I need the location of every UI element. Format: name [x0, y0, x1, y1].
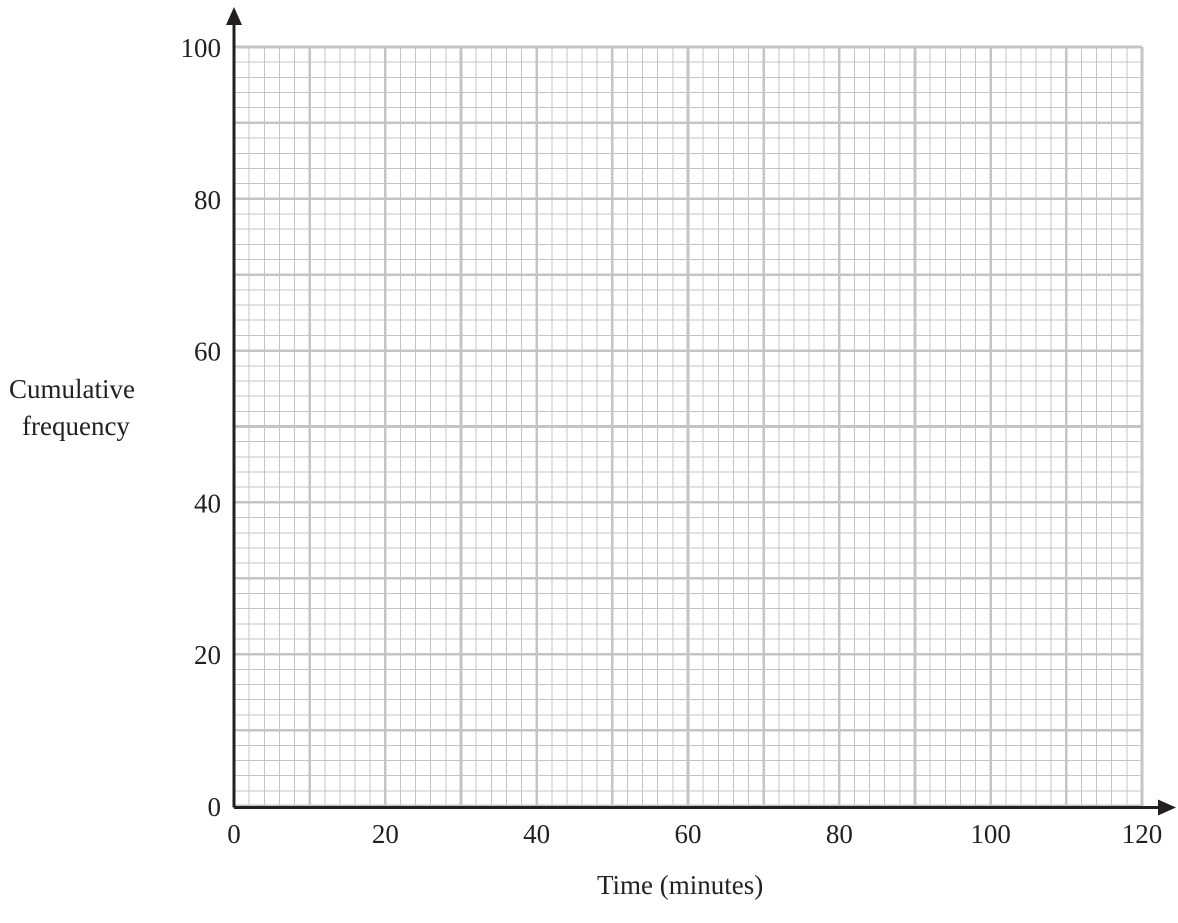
y-axis-arrowhead [226, 7, 242, 25]
y-tick-label: 60 [194, 337, 221, 367]
x-tick-label: 100 [970, 819, 1011, 849]
x-axis-arrowhead [1158, 799, 1176, 816]
x-tick-label: 0 [227, 819, 241, 849]
x-tick-label: 60 [675, 819, 702, 849]
x-tick-label: 80 [826, 819, 853, 849]
y-tick-label: 80 [194, 185, 221, 215]
y-tick-label: 40 [194, 488, 221, 518]
y-tick-label: 100 [181, 33, 222, 63]
x-tick-label: 120 [1122, 819, 1163, 849]
major-gridlines [232, 45, 1144, 808]
axes [226, 7, 1176, 816]
x-tick-labels: 0 20 40 60 80 100 120 [227, 819, 1162, 849]
y-tick-label: 0 [208, 792, 222, 822]
x-tick-label: 40 [523, 819, 550, 849]
y-tick-label: 20 [194, 640, 221, 670]
y-axis-label-line-1: Cumulative [9, 374, 135, 404]
x-axis-label: Time (minutes) [597, 870, 764, 900]
x-tick-label: 20 [372, 819, 399, 849]
y-axis-label-line-2: frequency [22, 411, 130, 441]
y-tick-labels: 0 20 40 60 80 100 [181, 33, 222, 822]
